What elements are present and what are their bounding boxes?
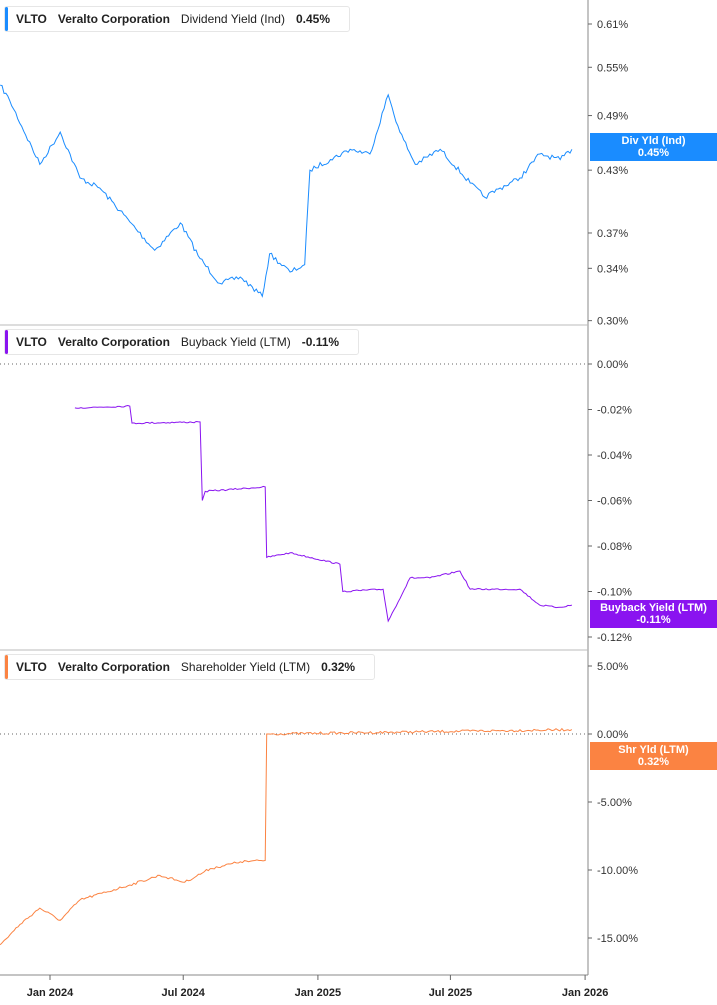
current-value-tag-dividend: Div Yld (Ind) 0.45%: [590, 133, 717, 161]
y-tick-label: -15.00%: [597, 933, 638, 945]
legend-company: Veralto Corporation: [57, 335, 170, 349]
legend-value: 0.45%: [295, 12, 330, 26]
legend-ticker: VLTO: [16, 335, 47, 349]
tag-value: 0.45%: [637, 147, 670, 159]
tag-label: Buyback Yield (LTM): [600, 602, 707, 614]
tag-label: Div Yld (Ind): [621, 135, 686, 147]
y-tick-label: -0.08%: [597, 541, 632, 553]
y-tick-label: 0.30%: [597, 316, 628, 328]
tag-value: -0.11%: [636, 614, 671, 626]
y-tick-label: -0.02%: [597, 405, 632, 417]
y-tick-label: 0.00%: [597, 359, 628, 371]
x-tick-label: Jul 2024: [162, 987, 206, 999]
tag-label: Shr Yld (LTM): [618, 744, 689, 756]
legend-buyback-yield: VLTO Veralto Corporation Buyback Yield (…: [4, 329, 360, 355]
y-tick-label: -10.00%: [597, 865, 638, 877]
series-line-0: [0, 84, 573, 298]
legend-value: 0.32%: [321, 660, 356, 674]
y-tick-label: 5.00%: [597, 661, 628, 673]
x-tick-label: Jan 2025: [295, 987, 341, 999]
y-tick-label: -0.12%: [597, 632, 632, 644]
legend-metric: Shareholder Yield (LTM): [180, 660, 311, 674]
y-tick-label: 0.61%: [597, 19, 628, 31]
current-value-tag-shareholder: Shr Yld (LTM) 0.32%: [590, 742, 717, 770]
y-tick-label: 0.43%: [597, 165, 628, 177]
legend-value: -0.11%: [301, 335, 340, 349]
tag-value: 0.32%: [637, 756, 670, 768]
legend-dividend-yield: VLTO Veralto Corporation Dividend Yield …: [4, 6, 350, 32]
x-tick-label: Jan 2024: [27, 987, 74, 999]
x-tick-label: Jul 2025: [429, 987, 472, 999]
y-tick-label: 0.00%: [597, 729, 628, 741]
y-tick-label: 0.49%: [597, 111, 628, 123]
y-tick-label: -0.04%: [597, 450, 632, 462]
legend-company: Veralto Corporation: [57, 12, 170, 26]
current-value-tag-buyback: Buyback Yield (LTM) -0.11%: [590, 600, 717, 628]
y-tick-label: 0.34%: [597, 263, 628, 275]
y-tick-label: -0.10%: [597, 587, 632, 599]
legend-shareholder-yield: VLTO Veralto Corporation Shareholder Yie…: [4, 654, 376, 680]
y-tick-label: 0.55%: [597, 62, 628, 74]
legend-metric: Buyback Yield (LTM): [180, 335, 291, 349]
legend-ticker: VLTO: [16, 660, 47, 674]
legend-company: Veralto Corporation: [57, 660, 170, 674]
series-line-2: [0, 727, 573, 946]
y-tick-label: -5.00%: [597, 797, 632, 809]
legend-metric: Dividend Yield (Ind): [180, 12, 285, 26]
y-tick-label: -0.06%: [597, 496, 632, 508]
series-line-1: [74, 404, 573, 623]
legend-ticker: VLTO: [16, 12, 47, 26]
x-tick-label: Jan 2026: [562, 987, 608, 999]
y-tick-label: 0.37%: [597, 228, 628, 240]
